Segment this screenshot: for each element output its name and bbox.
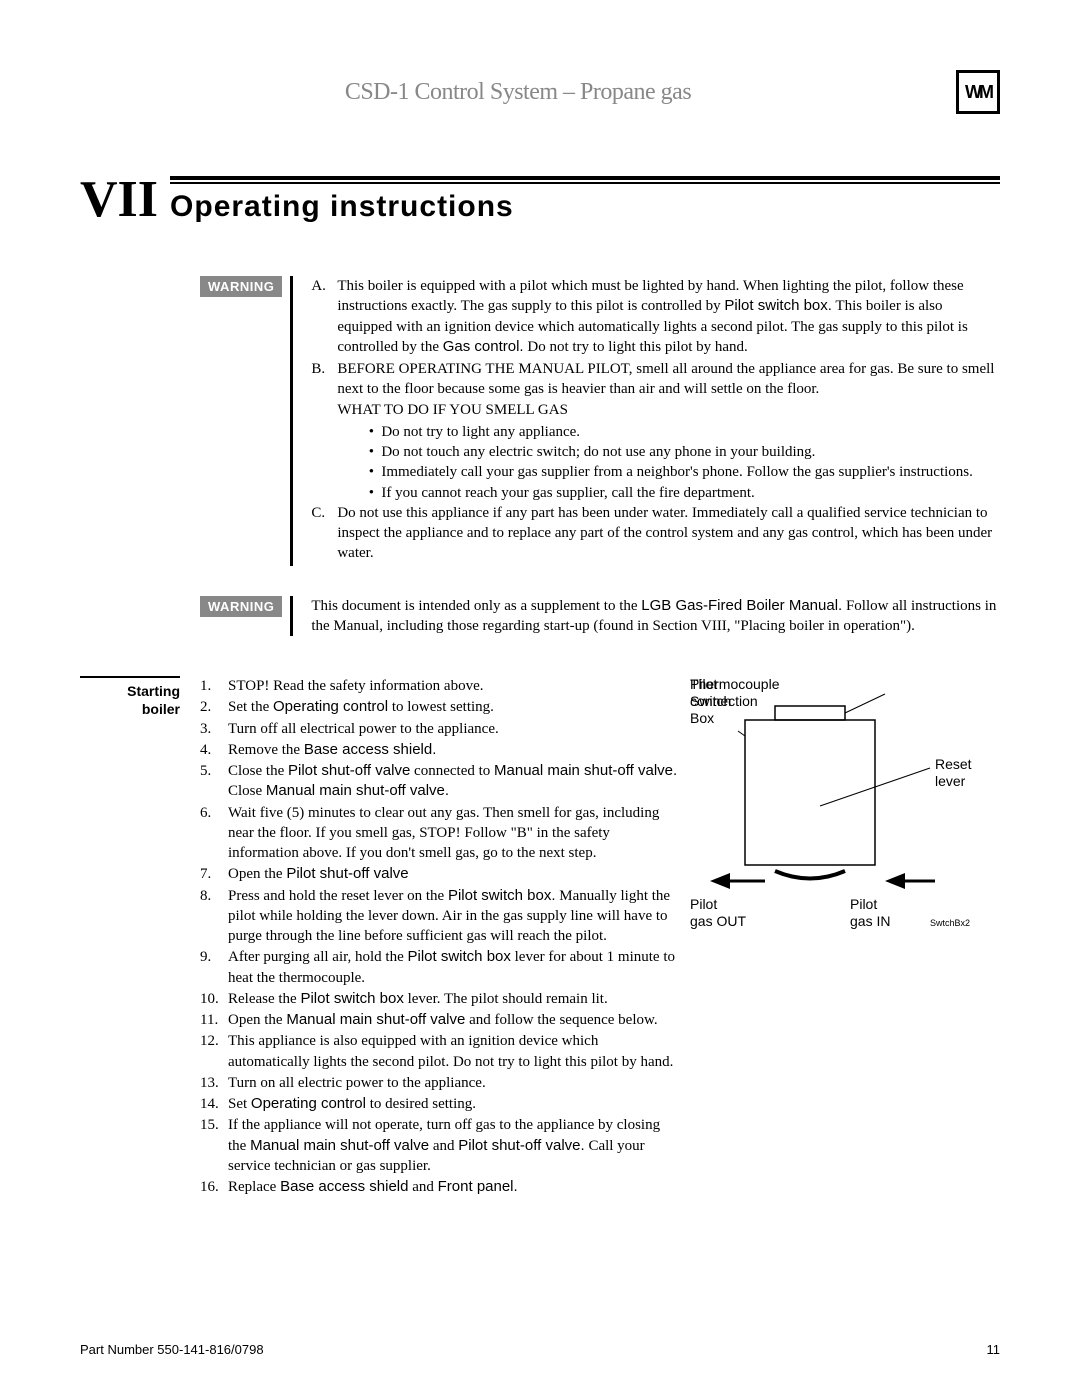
warning-block-2: WARNING This document is intended only a… (200, 596, 1000, 637)
step-text: Replace Base access shield and Front pan… (228, 1177, 518, 1197)
bullet-text: Do not try to light any appliance. (381, 422, 580, 442)
step-text: Close the Pilot shut-off valve connected… (228, 761, 680, 802)
bullet-text: If you cannot reach your gas supplier, c… (381, 483, 754, 503)
diagram-id: SwtchBx2 (930, 918, 970, 929)
step-text: Remove the Base access shield. (228, 740, 436, 760)
warning-divider (290, 276, 293, 566)
item-letter: B. (311, 359, 337, 420)
warning-text: This document is intended only as a supp… (311, 596, 1000, 637)
step-text: Open the Manual main shut-off valve and … (228, 1010, 658, 1030)
warning-badge: WARNING (200, 596, 282, 617)
page-footer: Part Number 550-141-816/0798 11 (80, 1342, 1000, 1357)
diagram-label-gas-out: Pilot gas OUT (690, 896, 746, 930)
warning-block-1: WARNING A. This boiler is equipped with … (200, 276, 1000, 566)
diagram-label-thermocouple: Thermocouple connection (690, 676, 780, 710)
step-text: Release the Pilot switch box lever. The … (228, 989, 608, 1009)
diagram-label-gas-in: Pilot gas IN (850, 896, 890, 930)
pilot-switch-box-diagram: Pilot Switch Box Thermocouple connection… (690, 676, 980, 956)
step-text: Turn off all electrical power to the app… (228, 719, 499, 739)
warning-divider (290, 596, 293, 637)
steps-list: 1.STOP! Read the safety information abov… (190, 676, 680, 1198)
header-title: CSD-1 Control System – Propane gas (80, 79, 956, 106)
starting-boiler-section: Startingboiler 1.STOP! Read the safety i… (200, 676, 1000, 1198)
bullet-text: Immediately call your gas supplier from … (381, 462, 973, 482)
step-text: This appliance is also equipped with an … (228, 1031, 680, 1072)
warning-text: Do not use this appliance if any part ha… (337, 503, 1000, 564)
diagram-label-reset-lever: Reset lever (935, 756, 972, 790)
step-text: After purging all air, hold the Pilot sw… (228, 947, 680, 988)
step-text: Set the Operating control to lowest sett… (228, 697, 494, 717)
logo-icon: WM (956, 70, 1000, 114)
bullet-icon: • (361, 442, 381, 462)
section-roman-numeral: VII (80, 174, 170, 226)
warning-badge: WARNING (200, 276, 282, 297)
page-header: CSD-1 Control System – Propane gas WM (80, 70, 1000, 114)
step-text: Open the Pilot shut-off valve (228, 864, 409, 884)
bullet-icon: • (361, 422, 381, 442)
step-text: Wait five (5) minutes to clear out any g… (228, 803, 680, 864)
section-header: VII Operating instructions (80, 174, 1000, 226)
part-number: Part Number 550-141-816/0798 (80, 1342, 264, 1357)
starting-label: Startingboiler (80, 682, 180, 718)
item-letter: C. (311, 503, 337, 564)
step-text: Turn on all electric power to the applia… (228, 1073, 486, 1093)
item-letter: A. (311, 276, 337, 357)
bullet-icon: • (361, 483, 381, 503)
bullet-icon: • (361, 462, 381, 482)
step-text: STOP! Read the safety information above. (228, 676, 484, 696)
step-text: Press and hold the reset lever on the Pi… (228, 886, 680, 947)
section-title: Operating instructions (170, 190, 1000, 224)
step-text: Set Operating control to desired setting… (228, 1094, 476, 1114)
step-text: If the appliance will not operate, turn … (228, 1115, 680, 1176)
warning-text: This boiler is equipped with a pilot whi… (337, 276, 1000, 357)
page-number: 11 (987, 1342, 1001, 1357)
bullet-text: Do not touch any electric switch; do not… (381, 442, 815, 462)
warning-text: BEFORE OPERATING THE MANUAL PILOT, smell… (337, 359, 1000, 420)
